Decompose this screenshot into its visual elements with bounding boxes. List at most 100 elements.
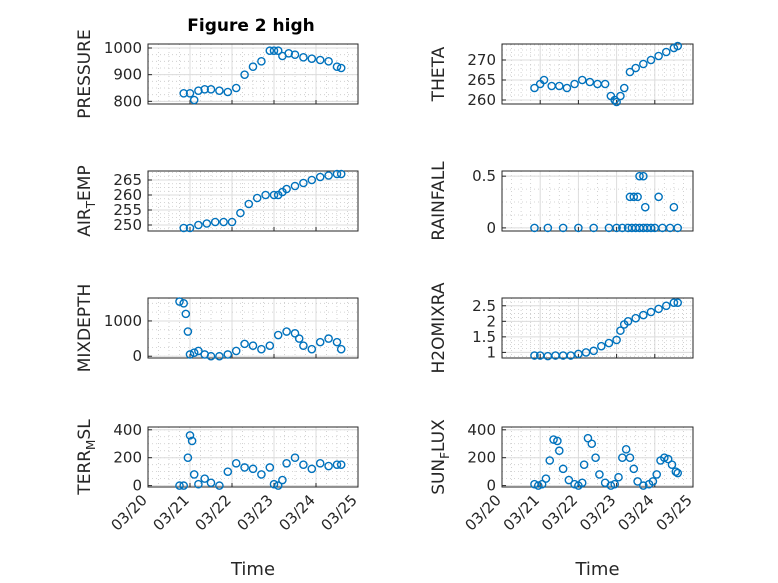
data-point (206, 478, 216, 488)
data-point (315, 55, 325, 65)
x-tick-label: 03/21 (150, 491, 193, 534)
data-point (179, 481, 188, 490)
y-axis-label: SUNFLUX (429, 419, 452, 495)
data-point (290, 453, 300, 462)
figure-title: Figure 2 high (187, 16, 315, 36)
data-point (175, 481, 184, 490)
data-point (332, 460, 342, 469)
data-point (558, 223, 568, 233)
axes-h2omixra: 11.522.5 H2OMIXRA (429, 282, 694, 374)
data-point (282, 458, 291, 468)
data-point (660, 453, 669, 462)
data-point (619, 83, 629, 93)
data-point (206, 85, 216, 94)
data-point (257, 57, 266, 66)
x-tick-label: 03/25 (318, 491, 361, 534)
data-point (290, 328, 300, 338)
x-tick-label: 03/24 (614, 491, 657, 534)
data-point (332, 337, 342, 347)
data-point (187, 436, 197, 446)
y-tick-label: 900 (113, 66, 142, 84)
data-point (566, 351, 576, 360)
x-tick-label: 03/23 (234, 491, 277, 534)
data-point (633, 477, 642, 486)
data-point (553, 436, 562, 446)
data-point (600, 79, 610, 89)
data-point (219, 217, 228, 227)
data-point (336, 460, 346, 469)
data-point (236, 208, 245, 218)
data-point (562, 83, 572, 93)
y-axis-label: RAINFALL (429, 161, 449, 241)
plot-area (147, 43, 359, 105)
data-point (299, 53, 308, 62)
data-point (537, 479, 547, 489)
y-tick-label: 0 (486, 477, 496, 495)
data-point (223, 467, 233, 476)
y-label-rest: LUX (429, 419, 449, 452)
data-point (646, 223, 656, 233)
data-point (577, 478, 587, 488)
data-point (257, 344, 266, 354)
data-point (215, 481, 224, 490)
data-point (654, 304, 663, 314)
data-point (273, 330, 283, 340)
data-point (282, 184, 291, 194)
data-point (581, 348, 591, 357)
data-point (635, 171, 644, 181)
data-point (541, 474, 551, 483)
y-label-main: TERR (75, 450, 95, 496)
axes-border (147, 43, 359, 105)
data-point (654, 51, 663, 61)
data-point (661, 47, 671, 57)
data-point (646, 55, 656, 65)
data-point (185, 350, 195, 359)
data-point (597, 341, 606, 351)
data-point (324, 171, 333, 180)
data-point (663, 454, 673, 464)
y-tick-label: 2.5 (472, 297, 496, 315)
data-point (231, 83, 241, 93)
data-point (671, 467, 681, 476)
data-point (332, 62, 342, 71)
data-point (606, 481, 616, 490)
data-point (595, 470, 604, 479)
data-point (278, 475, 287, 485)
data-point (625, 453, 635, 462)
data-point (299, 460, 308, 469)
y-label-main: SUN (429, 459, 449, 495)
data-point (179, 89, 188, 98)
plot-area (501, 170, 694, 232)
data-point (589, 346, 598, 356)
data-point (673, 41, 683, 51)
data-point (669, 202, 679, 212)
y-tick-label: 255 (113, 201, 142, 219)
data-point (290, 181, 300, 191)
data-point (639, 310, 648, 320)
y-tick-label: 260 (113, 186, 142, 204)
data-point (248, 464, 258, 474)
data-point (616, 91, 625, 101)
data-point (210, 217, 220, 227)
data-point (612, 223, 621, 233)
data-point (200, 85, 209, 94)
data-point (185, 223, 195, 233)
y-tick-label: 800 (113, 92, 142, 110)
data-point (577, 75, 587, 85)
y-tick-label: 265 (467, 71, 496, 89)
data-point (625, 67, 635, 77)
y-tick-label: 2 (486, 312, 496, 330)
data-point (189, 348, 199, 358)
y-tick-label: 0 (132, 347, 142, 365)
y-tick-label: 200 (113, 449, 142, 467)
data-point (175, 297, 184, 306)
data-point (530, 351, 539, 360)
data-point (621, 445, 631, 454)
data-point (604, 338, 614, 348)
y-label-subscript: M (84, 440, 98, 450)
data-point (265, 46, 275, 55)
data-point (324, 334, 333, 343)
data-point (610, 479, 619, 489)
axes-border (501, 43, 694, 105)
y-label-rest: SL (75, 419, 95, 440)
